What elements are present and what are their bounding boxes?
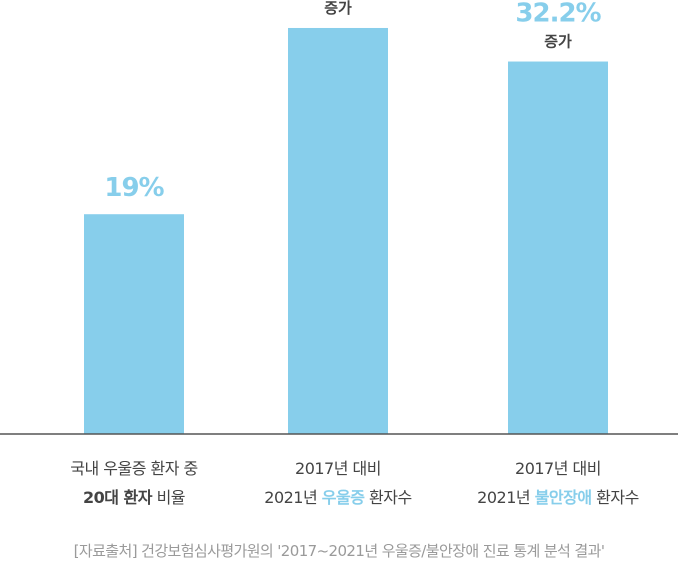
bar bbox=[288, 27, 388, 434]
bar bbox=[508, 61, 608, 434]
category-label: 2021년 우울증 환자수 bbox=[264, 488, 411, 507]
category-label: 20대 환자 비율 bbox=[83, 488, 185, 507]
category-label: 2017년 대비 bbox=[515, 459, 601, 478]
category-label: 국내 우울증 환자 중 bbox=[70, 459, 198, 478]
bar bbox=[84, 214, 184, 434]
sub-label: 증가 bbox=[324, 0, 352, 17]
value-label: 32.2% bbox=[515, 0, 601, 29]
source-note: [자료출처] 건강보험심사평가원의 '2017~2021년 우울증/불안장애 진… bbox=[73, 542, 605, 560]
value-label: 19% bbox=[104, 173, 164, 203]
category-label: 2017년 대비 bbox=[295, 459, 381, 478]
category-label: 2021년 불안장애 환자수 bbox=[477, 488, 639, 507]
sub-label: 증가 bbox=[544, 33, 572, 51]
